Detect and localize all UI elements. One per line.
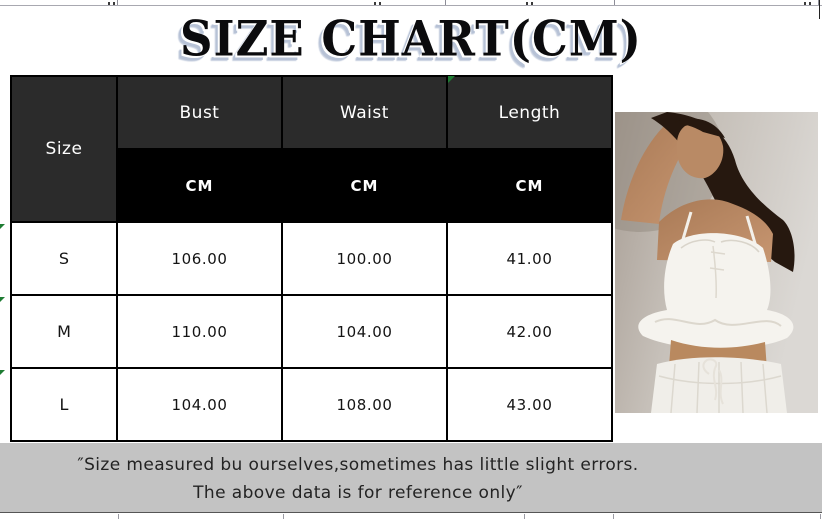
- note-line-2: The above data is for reference only″: [193, 483, 523, 503]
- cell-error-marker: [0, 297, 5, 302]
- header-bust: Bust: [118, 77, 281, 148]
- unit-length: CM: [448, 150, 611, 221]
- grid-tick: [614, 0, 615, 5]
- page-title: SIZE CHART(CM): [180, 10, 642, 68]
- header-size: Size: [12, 77, 116, 221]
- column-letter-fragment: [526, 2, 533, 5]
- spreadsheet-top-edge: [0, 0, 822, 6]
- row-l-label: L: [12, 369, 116, 440]
- spreadsheet-bottom-edge: [0, 514, 822, 519]
- row-l-waist: 108.00: [283, 369, 446, 440]
- size-chart-table: Size Bust Waist Length CM CM CM S 106.00…: [10, 75, 613, 442]
- row-s-length: 41.00: [448, 223, 611, 294]
- row-m-label: M: [12, 296, 116, 367]
- grid-vertical-line: [819, 0, 820, 19]
- row-m-bust: 110.00: [118, 296, 281, 367]
- header-waist: Waist: [283, 77, 446, 148]
- grid-tick: [117, 0, 118, 5]
- product-photo: [615, 112, 818, 413]
- grid-tick: [818, 0, 819, 5]
- cell-error-marker: [448, 76, 455, 83]
- column-letter-fragment: [374, 2, 381, 5]
- reference-note-band: ″Size measured bu ourselves,sometimes ha…: [0, 443, 822, 513]
- grid-tick: [445, 0, 446, 5]
- row-m-length: 42.00: [448, 296, 611, 367]
- model-photo-illustration: [615, 112, 818, 413]
- row-s-label: S: [12, 223, 116, 294]
- grid-tick: [118, 514, 119, 519]
- unit-bust: CM: [118, 150, 281, 221]
- row-m-waist: 104.00: [283, 296, 446, 367]
- grid-tick: [613, 514, 614, 519]
- grid-tick: [283, 514, 284, 519]
- row-s-waist: 100.00: [283, 223, 446, 294]
- grid-tick: [524, 514, 525, 519]
- grid-tick: [820, 514, 821, 519]
- row-l-bust: 104.00: [118, 369, 281, 440]
- unit-waist: CM: [283, 150, 446, 221]
- row-l-length: 43.00: [448, 369, 611, 440]
- column-letter-fragment: [108, 2, 115, 5]
- row-s-bust: 106.00: [118, 223, 281, 294]
- column-letter-fragment: [804, 2, 811, 5]
- cell-error-marker: [0, 224, 5, 229]
- cell-error-marker: [0, 370, 5, 375]
- note-line-1: ″Size measured bu ourselves,sometimes ha…: [77, 455, 639, 475]
- header-length: Length: [448, 77, 611, 148]
- grid-hairline: [0, 5, 822, 6]
